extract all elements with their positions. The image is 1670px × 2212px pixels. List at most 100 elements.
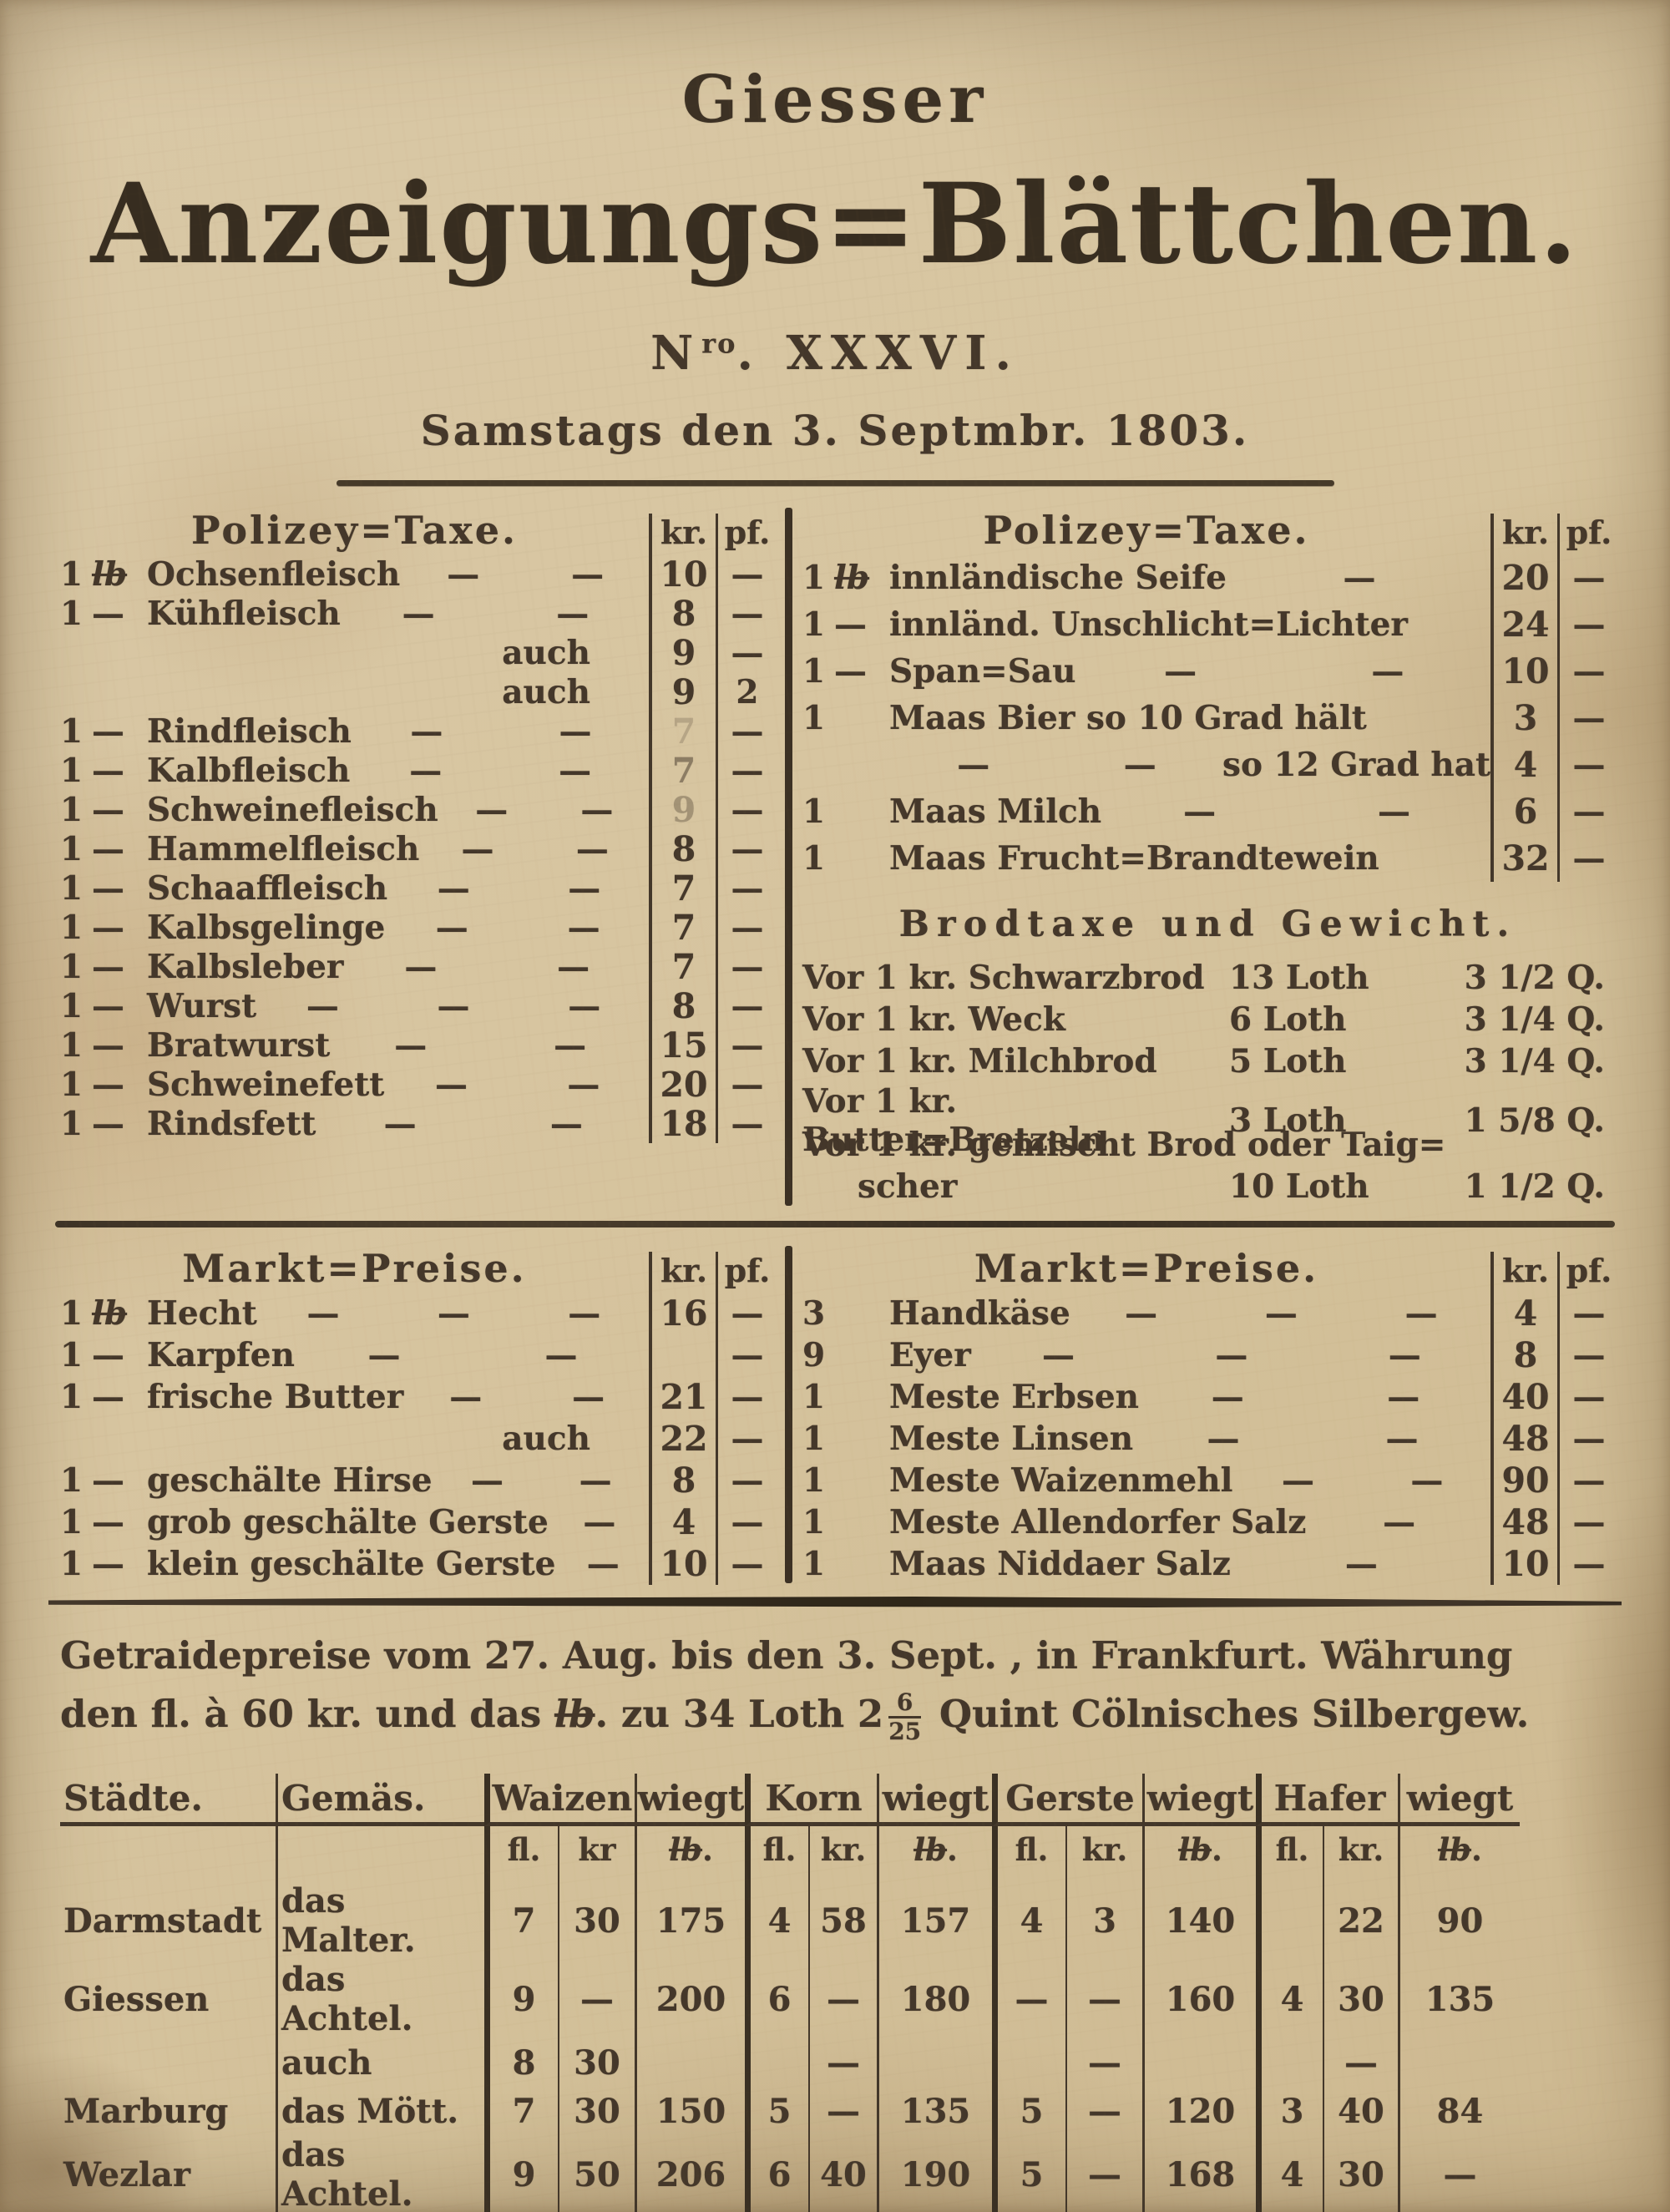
- kreuzer-value: 18: [649, 1104, 716, 1144]
- pfennig-value: —: [1557, 1293, 1618, 1334]
- row-leader: Rindsfett — —: [147, 1105, 649, 1143]
- table-row: auch 22—: [60, 1418, 777, 1460]
- table-row: 3 Handkäse — — — 4 —: [802, 1293, 1618, 1334]
- leader-dash: —: [567, 1065, 600, 1104]
- kreuzer-value: 4: [1490, 742, 1557, 788]
- grain-subheader-empty: [60, 1826, 276, 1881]
- leader-dash: —: [437, 868, 470, 908]
- getraide-line2-part2: . zu 34 Loth 2: [595, 1692, 884, 1736]
- kreuzer-number: 20: [660, 1064, 708, 1105]
- leader-dash: —: [461, 829, 494, 868]
- row-quantity: 1: [60, 711, 84, 751]
- grain-value: 135: [877, 2087, 992, 2135]
- row-label: innländ. Unschlicht=Lichter: [889, 605, 1408, 644]
- pfennig-value: —: [1557, 1334, 1618, 1376]
- pound-icon: lb: [913, 1831, 948, 1868]
- grain-subheader-fl: fl.: [992, 1826, 1065, 1881]
- grain-header-wiegt: wiegt: [635, 1774, 745, 1826]
- row-label: Kalbsgelinge: [147, 908, 386, 947]
- grain-value: 168: [1142, 2135, 1256, 2212]
- grain-value: 7: [484, 2087, 558, 2135]
- leader-dash: —: [957, 746, 989, 784]
- kreuzer-value: 10: [649, 1543, 716, 1585]
- row-label: Rindfleisch: [147, 711, 352, 751]
- leader-dash: —: [572, 1378, 605, 1416]
- kreuzer-column-header: kr.: [1490, 1252, 1557, 1293]
- section-rule-2: [48, 1597, 1622, 1607]
- row-leader: Wurst — — —: [147, 987, 649, 1025]
- grain-value: —: [808, 2087, 877, 2135]
- kreuzer-value: 3: [1490, 695, 1557, 742]
- grain-measure: das Malter.: [276, 1881, 484, 1960]
- grain-value: 7: [484, 1881, 558, 1960]
- row-unit: —: [92, 1461, 124, 1500]
- row-label: grob geschälte Gerste: [147, 1503, 549, 1541]
- grain-subheader-pound: lb.: [877, 1826, 992, 1881]
- kreuzer-number: 10: [1501, 1544, 1550, 1584]
- row-leader: Handkäse — — —: [889, 1294, 1490, 1333]
- grain-value: 6: [745, 1960, 808, 2038]
- row-quantity: 1: [60, 790, 84, 829]
- leader-dash: —: [1211, 1378, 1244, 1416]
- leader-dash-wrap: —: [517, 909, 649, 947]
- row-leader: Schweinefleisch — —: [147, 791, 649, 829]
- leader-dash-wrap: —: [549, 1503, 649, 1541]
- brod-quint-value: 3 1/4 Q.: [1464, 1000, 1605, 1039]
- grain-value: 30: [558, 2087, 635, 2135]
- kreuzer-value: 15: [649, 1025, 716, 1066]
- row-label: Schweinefleisch: [147, 790, 438, 829]
- row-quantity: 1: [802, 559, 826, 597]
- kreuzer-number: 90: [1501, 1460, 1550, 1501]
- pfennig-column-header: pf.: [716, 514, 777, 554]
- row-quantity: 1: [802, 1503, 826, 1541]
- leader-dash-wrap: —: [256, 987, 387, 1025]
- pfennig-value: —: [1557, 1501, 1618, 1543]
- table-row: 1— Kalbfleisch — —7—: [60, 751, 777, 791]
- table-row: 1 Meste Linsen — —48—: [802, 1418, 1618, 1460]
- leader-dash-wrap: —: [1312, 1420, 1490, 1458]
- row-label: Rindsfett: [147, 1104, 316, 1143]
- brod-loth-value: 6 Loth: [1229, 1000, 1347, 1039]
- row-leader: Schaaffleisch — —: [147, 869, 649, 908]
- grain-value: 40: [1323, 2087, 1398, 2135]
- kreuzer-value: 7: [649, 868, 716, 909]
- leader-dash-wrap: —: [419, 830, 534, 868]
- pound-icon: lb: [834, 559, 870, 597]
- pfennig-value: —: [716, 1104, 777, 1143]
- leader-dash-wrap: —: [352, 712, 500, 751]
- grain-subheader-kr: kr.: [808, 1826, 877, 1881]
- grain-value: 8: [484, 2038, 558, 2087]
- row-leader: Schweinefett — —: [147, 1066, 649, 1104]
- leader-dash-wrap: —: [387, 869, 518, 908]
- leader-dash: —: [549, 1104, 583, 1143]
- leader-dash: —: [447, 554, 479, 594]
- grain-value: 3: [1065, 1881, 1142, 1960]
- leader-dash-wrap: —: [499, 752, 649, 790]
- brodtaxe-block: Brodtaxe und Gewicht. Vor 1 kr. Schwarzb…: [802, 904, 1618, 1207]
- row-quantity: 1: [802, 605, 826, 644]
- row-unit: —: [92, 947, 124, 986]
- kreuzer-value: 48: [1490, 1418, 1557, 1460]
- kreuzer-number: 8: [671, 1460, 696, 1501]
- kreuzer-number: 7: [671, 711, 696, 752]
- table-row: 1— Rindfleisch — —7—: [60, 711, 777, 752]
- row-leader: Hammelfleisch — —: [147, 830, 649, 868]
- leader-dash-wrap: —: [1144, 1336, 1317, 1374]
- table-row: 1 Maas Bier so 10 Grad hält 3 —: [802, 695, 1618, 742]
- row-label: auch: [502, 1420, 590, 1458]
- kreuzer-number: 7: [671, 907, 696, 948]
- leader-dash: —: [1371, 652, 1404, 691]
- grain-value: 3: [1256, 2087, 1323, 2135]
- kreuzer-value: 9: [649, 633, 716, 673]
- leader-dash-wrap: —: [384, 1066, 516, 1104]
- row-label: auch: [502, 633, 590, 672]
- row-unit: —: [834, 605, 867, 644]
- leader-dash: —: [470, 1461, 504, 1500]
- row-label: Meste Waizenmehl: [889, 1461, 1233, 1500]
- grain-header-hafer: Hafer: [1256, 1774, 1398, 1826]
- row-label: Schweinefett: [147, 1065, 385, 1104]
- grain-value: 175: [635, 1881, 745, 1960]
- row-leader: Eyer — — —: [889, 1336, 1490, 1374]
- leader-dash-wrap: —: [316, 1105, 482, 1143]
- pound-icon: lb: [92, 1294, 128, 1333]
